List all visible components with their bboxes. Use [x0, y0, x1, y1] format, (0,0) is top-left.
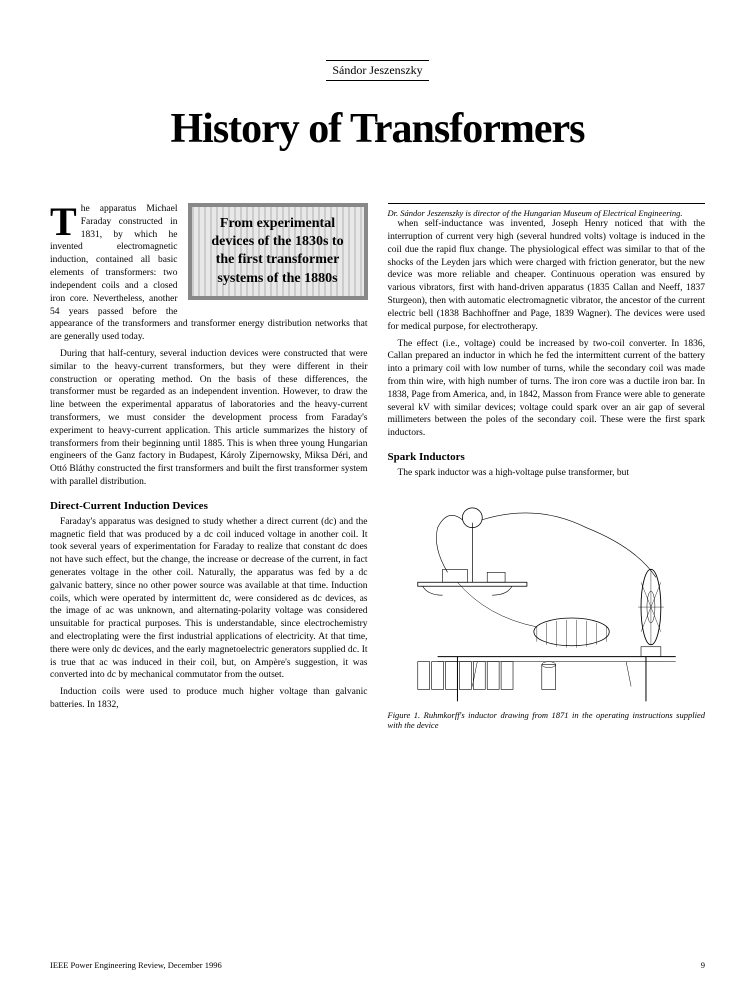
author-note: Dr. Sándor Jeszenszky is director of the…: [388, 203, 706, 218]
author-block: Sándor Jeszenszky: [50, 60, 705, 85]
para-2: During that half-century, several induct…: [50, 348, 368, 489]
para-5: when self-inductance was invented, Josep…: [388, 218, 706, 333]
para-3: Faraday's apparatus was designed to stud…: [50, 516, 368, 683]
para-7: The spark inductor was a high-voltage pu…: [388, 467, 706, 480]
para-6: The effect (i.e., voltage) could be incr…: [388, 338, 706, 441]
inductor-illustration-svg: [388, 488, 706, 706]
author-name: Sándor Jeszenszky: [326, 60, 428, 81]
section-head-spark: Spark Inductors: [388, 450, 706, 465]
page-footer: IEEE Power Engineering Review, December …: [50, 960, 705, 970]
pull-quote: From experimental devices of the 1830s t…: [188, 203, 368, 300]
dropcap: T: [50, 203, 81, 239]
section-head-dc: Direct-Current Induction Devices: [50, 499, 368, 514]
footer-page-number: 9: [701, 960, 705, 970]
article-title: History of Transformers: [50, 105, 705, 153]
figure-1: Figure 1. Ruhmkorff's inductor drawing f…: [388, 488, 706, 731]
para-4: Induction coils were used to produce muc…: [50, 686, 368, 712]
footer-publication: IEEE Power Engineering Review, December …: [50, 960, 222, 970]
figure-caption: Figure 1. Ruhmkorff's inductor drawing f…: [388, 710, 706, 730]
article-body: From experimental devices of the 1830s t…: [50, 203, 705, 730]
